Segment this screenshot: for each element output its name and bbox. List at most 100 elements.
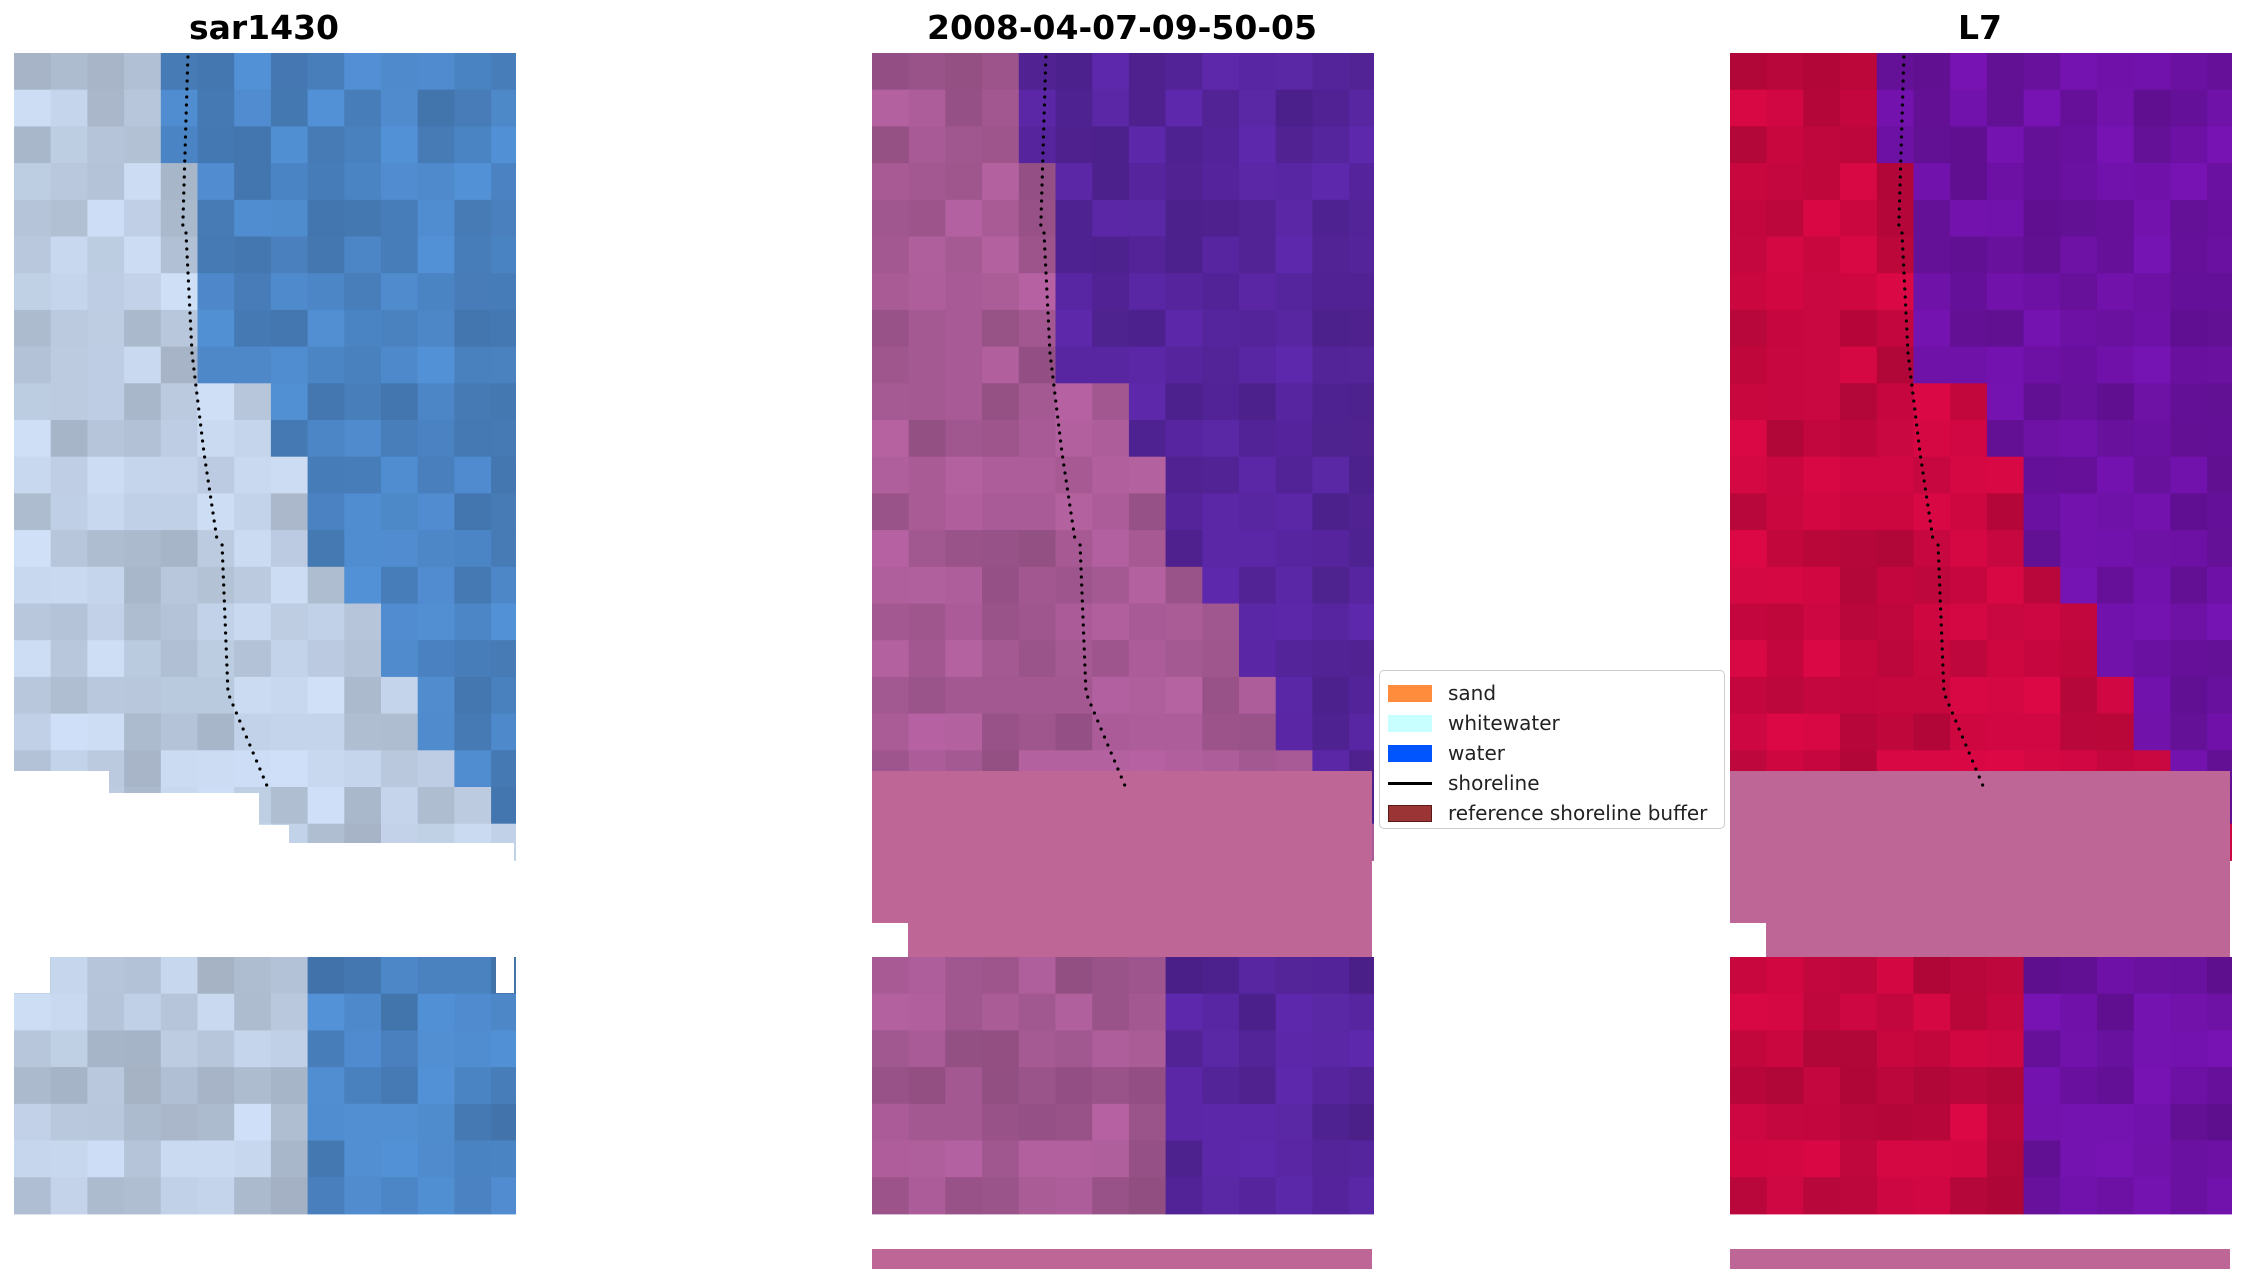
shoreline-point <box>1944 695 1948 699</box>
shoreline-point <box>1916 431 1920 435</box>
shoreline-point <box>1039 199 1044 203</box>
water-pixel <box>2097 199 2135 237</box>
water-pixel <box>491 199 516 237</box>
land-pixel <box>1950 1030 1988 1068</box>
land-pixel <box>1730 993 1768 1031</box>
water-pixel <box>1312 993 1350 1031</box>
water-pixel <box>1239 236 1277 274</box>
water-pixel <box>307 89 345 127</box>
shoreline-point <box>1923 487 1927 491</box>
water-pixel <box>1986 383 2025 421</box>
water-pixel <box>1275 456 1313 494</box>
legend-swatch-water <box>1388 744 1432 762</box>
water-pixel <box>2060 566 2098 604</box>
water-pixel <box>1092 346 1130 384</box>
land-pixel <box>1840 1067 1878 1105</box>
shoreline-point <box>1916 439 1921 443</box>
shoreline-point <box>1043 79 1047 83</box>
water-pixel <box>2133 640 2171 678</box>
shoreline-point <box>1902 63 1906 67</box>
land-pixel <box>87 1140 125 1178</box>
legend-item-reference-buffer: reference shoreline buffer <box>1388 798 1707 828</box>
water-pixel <box>1128 89 1167 127</box>
land-pixel <box>872 603 910 641</box>
land-pixel <box>908 957 946 995</box>
land-pixel <box>50 957 88 995</box>
shoreline-point <box>1040 183 1044 187</box>
land-pixel <box>197 456 235 494</box>
water-pixel <box>2170 456 2208 494</box>
land-pixel <box>982 566 1020 604</box>
land-pixel <box>160 603 198 641</box>
legend-label-shoreline: shoreline <box>1448 771 1540 795</box>
water-pixel <box>307 420 345 458</box>
land-pixel <box>1055 957 1093 995</box>
land-pixel <box>197 640 235 678</box>
shoreline-point <box>1912 399 1916 403</box>
shoreline-point <box>1079 559 1083 563</box>
water-pixel <box>1165 383 1203 421</box>
water-pixel <box>454 1030 492 1068</box>
water-pixel <box>234 163 272 201</box>
shoreline-point <box>1947 703 1951 707</box>
water-pixel <box>2170 566 2208 604</box>
water-pixel <box>1092 236 1130 274</box>
water-pixel <box>491 750 516 788</box>
shoreline-point <box>1901 247 1905 251</box>
land-pixel <box>982 53 1020 91</box>
land-pixel <box>344 676 382 715</box>
water-pixel <box>344 1140 382 1178</box>
land-pixel <box>1913 713 1951 751</box>
water-pixel <box>454 713 492 751</box>
water-pixel <box>1275 676 1313 715</box>
land-pixel <box>872 273 910 311</box>
water-pixel <box>381 273 419 311</box>
water-pixel <box>1128 420 1167 458</box>
water-pixel <box>2133 676 2171 715</box>
land-pixel <box>1766 53 1804 91</box>
water-pixel <box>307 1103 345 1141</box>
water-pixel <box>234 89 272 127</box>
shoreline-point <box>1082 639 1086 643</box>
land-pixel <box>1766 456 1804 494</box>
shoreline-point <box>1903 287 1907 291</box>
water-pixel <box>1986 89 2025 127</box>
land-pixel <box>417 750 455 788</box>
water-pixel <box>197 199 235 237</box>
shoreline-point <box>188 319 192 323</box>
water-pixel <box>381 126 419 164</box>
water-pixel <box>1349 957 1374 995</box>
water-pixel <box>1165 273 1203 311</box>
land-pixel <box>14 530 52 568</box>
land-pixel <box>1766 163 1804 201</box>
water-pixel <box>454 273 492 311</box>
shoreline-point <box>186 271 190 275</box>
water-pixel <box>1202 199 1240 237</box>
water-pixel <box>1275 603 1313 641</box>
water-pixel <box>2097 1030 2135 1068</box>
water-pixel <box>2170 89 2208 127</box>
water-pixel <box>2207 420 2232 458</box>
water-pixel <box>1275 346 1313 384</box>
land-pixel <box>872 236 910 274</box>
water-pixel <box>307 1177 345 1215</box>
water-pixel <box>1202 309 1240 348</box>
land-pixel <box>1840 456 1878 494</box>
land-pixel <box>1876 993 1914 1031</box>
land-pixel <box>1092 1067 1130 1105</box>
land-pixel <box>1018 199 1056 237</box>
land-pixel <box>982 1140 1020 1178</box>
water-pixel <box>454 420 492 458</box>
water-pixel <box>1275 309 1313 348</box>
water-pixel <box>2133 383 2171 421</box>
water-pixel <box>1165 53 1203 91</box>
water-pixel <box>491 346 516 384</box>
land-pixel <box>908 309 946 348</box>
water-pixel <box>1275 957 1313 995</box>
land-pixel <box>234 493 272 531</box>
water-pixel <box>2170 420 2208 458</box>
water-pixel <box>381 383 419 421</box>
land-pixel <box>1913 1030 1951 1068</box>
water-pixel <box>1275 1103 1313 1141</box>
land-pixel <box>1730 1067 1768 1105</box>
